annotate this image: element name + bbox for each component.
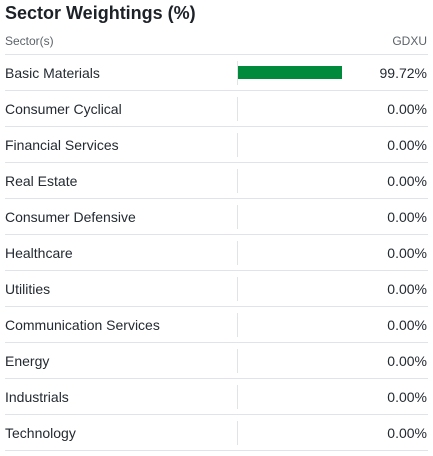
table-row: Real Estate 0.00% xyxy=(5,163,428,199)
weight-bar-track xyxy=(237,420,362,445)
sector-name: Consumer Defensive xyxy=(5,208,136,225)
weight-bar-track xyxy=(237,204,362,229)
ticker-column-header: GDXU xyxy=(392,33,427,48)
sector-name: Technology xyxy=(5,424,76,441)
sector-table-body: Basic Materials 99.72% Consumer Cyclical 0.… xyxy=(5,55,428,451)
weight-value: 0.00% xyxy=(387,100,427,117)
table-row: Basic Materials 99.72% xyxy=(5,55,428,91)
weight-bar-track xyxy=(237,132,362,157)
sector-name: Energy xyxy=(5,352,50,369)
weight-bar-track xyxy=(237,60,362,85)
sector-name: Basic Materials xyxy=(5,64,100,81)
weight-value: 0.00% xyxy=(387,280,427,297)
weight-value: 0.00% xyxy=(387,316,427,333)
weight-bar-fill xyxy=(238,65,342,79)
weight-bar-track xyxy=(237,348,362,373)
table-row: Financial Services 0.00% xyxy=(5,127,428,163)
weight-bar-track xyxy=(237,96,362,121)
weight-bar-track xyxy=(237,312,362,337)
sector-column-header: Sector(s) xyxy=(5,33,54,48)
weight-bar-track xyxy=(237,276,362,301)
table-row: Energy 0.00% xyxy=(5,343,428,379)
widget-title: Sector Weightings (%) xyxy=(5,3,196,23)
weight-value: 0.00% xyxy=(387,172,427,189)
weight-value: 0.00% xyxy=(387,208,427,225)
table-header: Sector(s) GDXU xyxy=(5,27,428,55)
sector-weightings-widget: Sector Weightings (%) Sector(s) GDXU Bas… xyxy=(5,3,428,451)
weight-bar-track xyxy=(237,168,362,193)
table-row: Consumer Cyclical 0.00% xyxy=(5,91,428,127)
table-row: Healthcare 0.00% xyxy=(5,235,428,271)
weight-value: 0.00% xyxy=(387,244,427,261)
sector-name: Real Estate xyxy=(5,172,78,189)
weight-value: 0.00% xyxy=(387,388,427,405)
weight-value: 99.72% xyxy=(379,64,427,81)
table-row: Consumer Defensive 0.00% xyxy=(5,199,428,235)
sector-name: Healthcare xyxy=(5,244,73,261)
table-row: Technology 0.00% xyxy=(5,415,428,451)
weight-bar-track xyxy=(237,240,362,265)
weight-value: 0.00% xyxy=(387,424,427,441)
table-row: Utilities 0.00% xyxy=(5,271,428,307)
table-row: Communication Services 0.00% xyxy=(5,307,428,343)
table-row: Industrials 0.00% xyxy=(5,379,428,415)
weight-value: 0.00% xyxy=(387,352,427,369)
sector-name: Communication Services xyxy=(5,316,160,333)
weight-bar-track xyxy=(237,384,362,409)
sector-name: Consumer Cyclical xyxy=(5,100,122,117)
sector-name: Financial Services xyxy=(5,136,119,153)
sector-name: Utilities xyxy=(5,280,51,297)
weight-value: 0.00% xyxy=(387,136,427,153)
sector-name: Industrials xyxy=(5,388,69,405)
